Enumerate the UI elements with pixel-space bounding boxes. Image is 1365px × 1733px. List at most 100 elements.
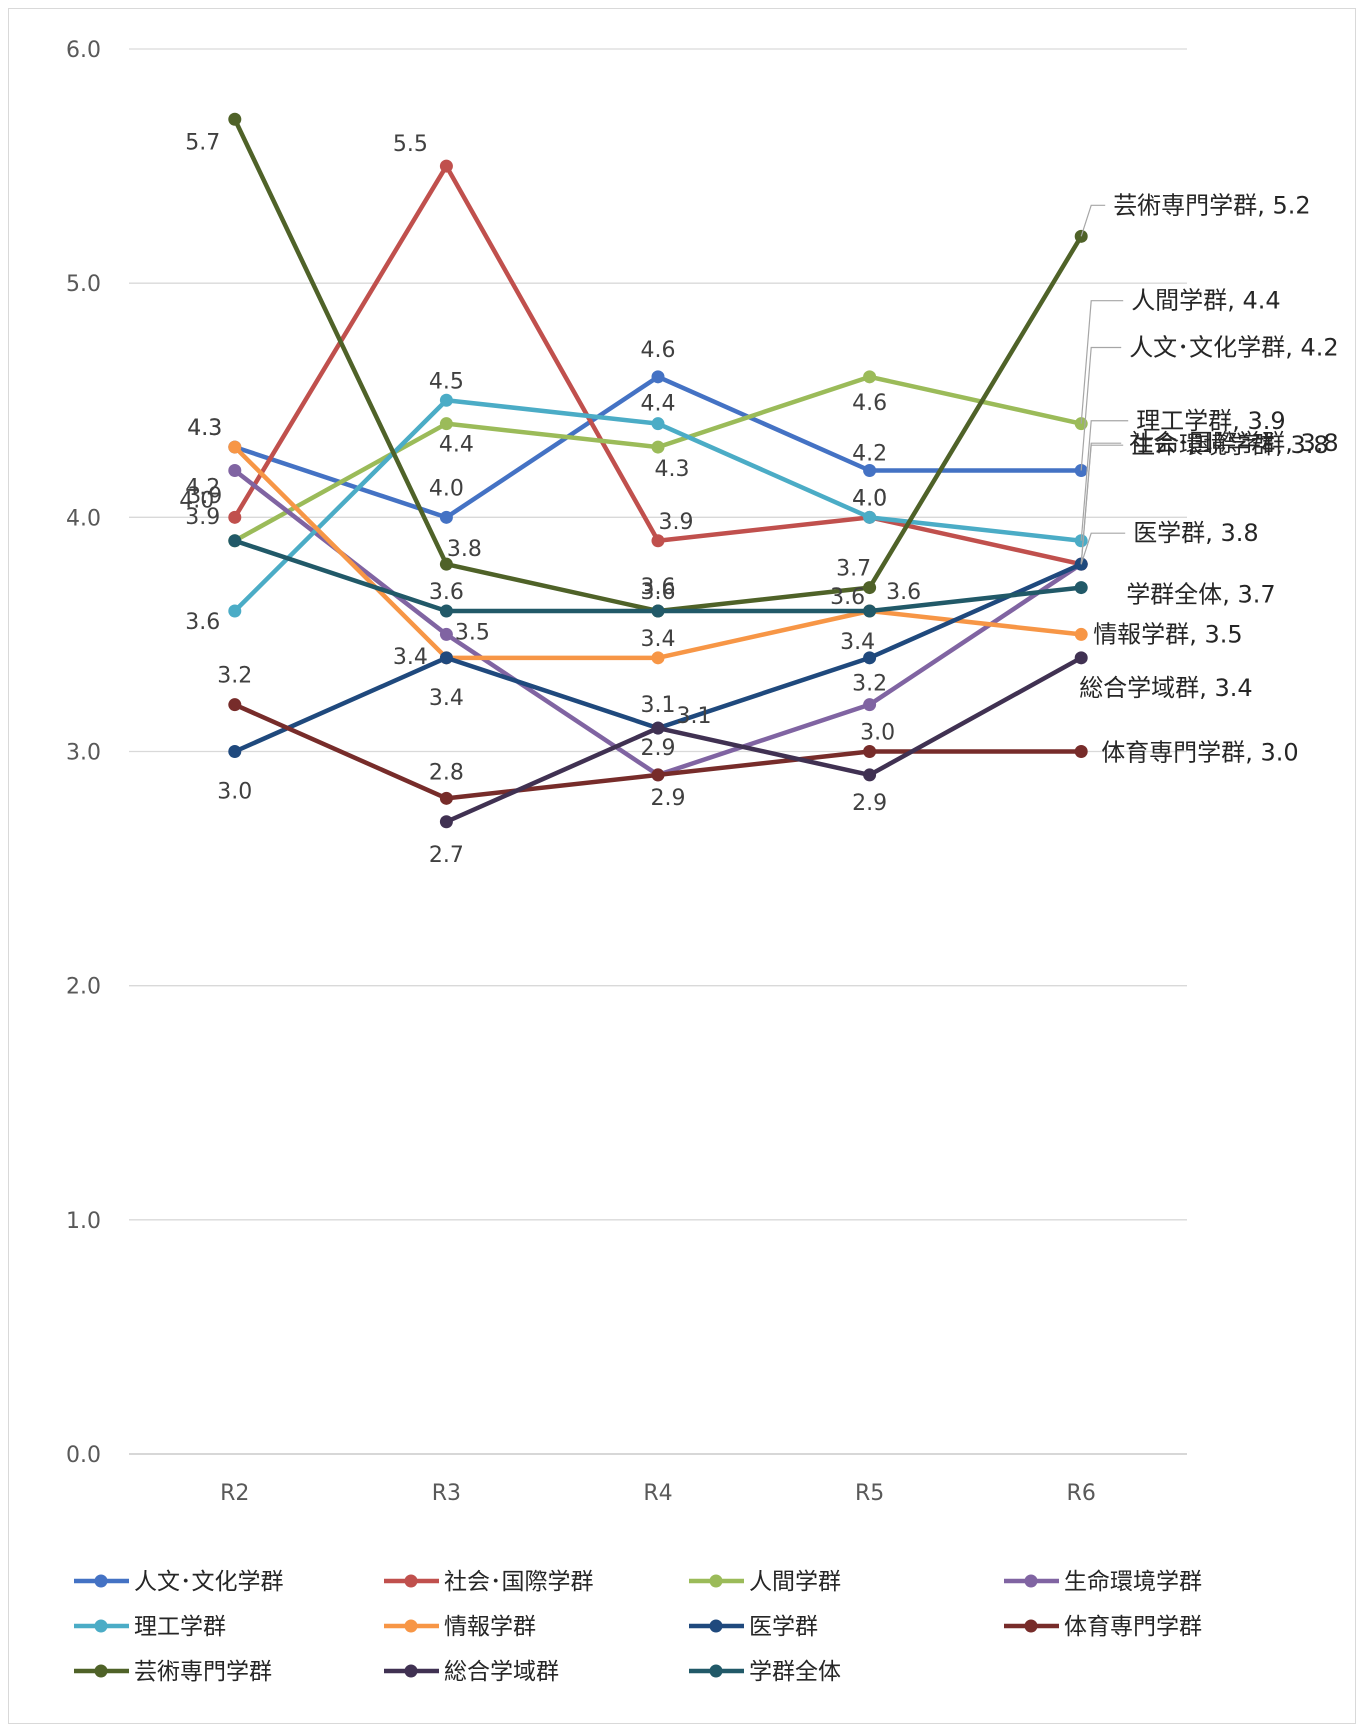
- series-line: [444, 655, 1084, 824]
- data-point: [863, 370, 877, 384]
- data-label: 3.4: [393, 645, 428, 670]
- data-label: 3.2: [852, 672, 887, 697]
- series-line: [232, 163, 1084, 567]
- end-label: 総合学域群, 3.4: [1079, 674, 1252, 702]
- data-label: 4.6: [852, 391, 887, 416]
- end-value: 3.4: [1214, 674, 1252, 702]
- series-lines: [228, 112, 1088, 829]
- data-point: [651, 440, 665, 454]
- chart-frame: 0.0 1.0 2.0 3.0 4.0 5.0 6.0 R2 R3 R4 R5 R6 4.3 4.0 4…: [8, 8, 1356, 1724]
- leader-line: [1080, 420, 1129, 541]
- label-separator: ,: [1245, 739, 1260, 767]
- legend-label: 体育専門学群: [1064, 1614, 1202, 1640]
- data-point: [1074, 581, 1088, 595]
- data-label: 4.2: [852, 442, 887, 467]
- data-point: [228, 112, 242, 126]
- data-label: 4.2: [185, 476, 220, 501]
- x-axis-ticks: R2 R3 R4 R5 R6: [220, 1481, 1096, 1506]
- data-point: [651, 417, 665, 431]
- data-label: 5.7: [185, 130, 220, 155]
- label-separator: ,: [1205, 519, 1220, 547]
- legend-item: 医学群: [689, 1614, 818, 1640]
- series: [439, 651, 1088, 829]
- label-separator: ,: [1285, 334, 1300, 362]
- data-point: [228, 604, 242, 618]
- data-point: [863, 698, 877, 712]
- end-value: 5.2: [1272, 191, 1310, 219]
- data-point: [439, 510, 453, 524]
- data-label: 2.8: [429, 760, 464, 785]
- end-label: 情報学群, 3.5: [1093, 620, 1242, 648]
- y-axis-ticks: 0.0 1.0 2.0 3.0 4.0 5.0 6.0: [66, 38, 101, 1468]
- label-separator: ,: [1189, 620, 1204, 648]
- data-point: [863, 768, 877, 782]
- series: [228, 698, 1088, 805]
- leader-line: [1080, 300, 1124, 424]
- legend-label: 芸術専門学群: [134, 1659, 272, 1685]
- x-tick-label: R2: [220, 1481, 249, 1506]
- data-label: 5.5: [393, 132, 428, 157]
- end-value: 4.2: [1300, 334, 1338, 362]
- x-tick-label: R3: [432, 1481, 461, 1506]
- legend-label: 生命環境学群: [1064, 1569, 1202, 1595]
- end-label: 人間学群, 4.4: [1131, 287, 1280, 315]
- legend-item: 情報学群: [384, 1614, 536, 1640]
- data-label: 3.6: [185, 610, 220, 635]
- end-label: 医学群, 3.8: [1133, 519, 1258, 547]
- data-label: 4.3: [187, 416, 222, 441]
- y-tick-label: 1.0: [66, 1209, 101, 1234]
- series: [228, 534, 1088, 618]
- legend-label: 人文･文化学群: [134, 1569, 284, 1595]
- y-tick-label: 4.0: [66, 506, 101, 531]
- data-label: 2.9: [641, 736, 676, 761]
- data-label: 3.6: [641, 575, 676, 600]
- legend-label: 理工学群: [134, 1614, 226, 1640]
- data-label: 3.6: [830, 585, 865, 610]
- legend-label: 学群全体: [749, 1659, 841, 1685]
- data-label: 4.5: [429, 369, 464, 394]
- data-point: [1074, 651, 1088, 665]
- legend-item: 人間学群: [689, 1569, 841, 1595]
- x-tick-label: R4: [643, 1481, 672, 1506]
- legend-swatch-marker: [709, 1619, 723, 1633]
- data-point: [863, 651, 877, 665]
- legend-item: 体育専門学群: [1004, 1614, 1202, 1640]
- data-point: [439, 159, 453, 173]
- data-label: 3.1: [641, 693, 676, 718]
- data-label: 3.6: [886, 580, 921, 605]
- data-point: [863, 510, 877, 524]
- legend-swatch-marker: [709, 1574, 723, 1588]
- series-name: 総合学域群: [1079, 674, 1199, 702]
- end-label: 生命環境学群, 3.8: [1131, 431, 1328, 459]
- data-label: 4.3: [655, 457, 690, 482]
- data-label: 3.6: [641, 580, 676, 605]
- legend-swatch-marker: [709, 1664, 723, 1678]
- data-point: [863, 581, 877, 595]
- leader-line: [1080, 346, 1122, 471]
- series-name: 医学群: [1133, 519, 1205, 547]
- data-point: [651, 534, 665, 548]
- data-point: [228, 698, 242, 712]
- label-leader-lines: [1080, 204, 1129, 565]
- data-point: [439, 627, 453, 641]
- data-point: [651, 370, 665, 384]
- series-name: 芸術専門学群: [1113, 191, 1257, 219]
- leader-line: [1080, 444, 1124, 565]
- legend-label: 情報学群: [444, 1614, 536, 1640]
- legend-item: 総合学域群: [384, 1659, 559, 1685]
- legend-swatch-marker: [1024, 1619, 1038, 1633]
- data-point: [863, 604, 877, 618]
- data-point: [1074, 745, 1088, 758]
- legend-label: 社会･国際学群: [444, 1569, 594, 1595]
- data-label: 4.0: [852, 486, 887, 511]
- data-label: 3.4: [429, 686, 464, 711]
- y-tick-label: 0.0: [66, 1443, 101, 1468]
- data-label: 4.0: [179, 488, 214, 513]
- data-point: [228, 510, 242, 524]
- data-point: [439, 557, 453, 571]
- end-value: 3.0: [1260, 739, 1298, 767]
- end-label: 社会･国際学群, 3.8: [1129, 429, 1338, 457]
- end-label: 体育専門学群, 3.0: [1101, 739, 1298, 767]
- label-separator: ,: [1222, 581, 1237, 609]
- end-label: 理工学群, 3.9: [1136, 407, 1285, 435]
